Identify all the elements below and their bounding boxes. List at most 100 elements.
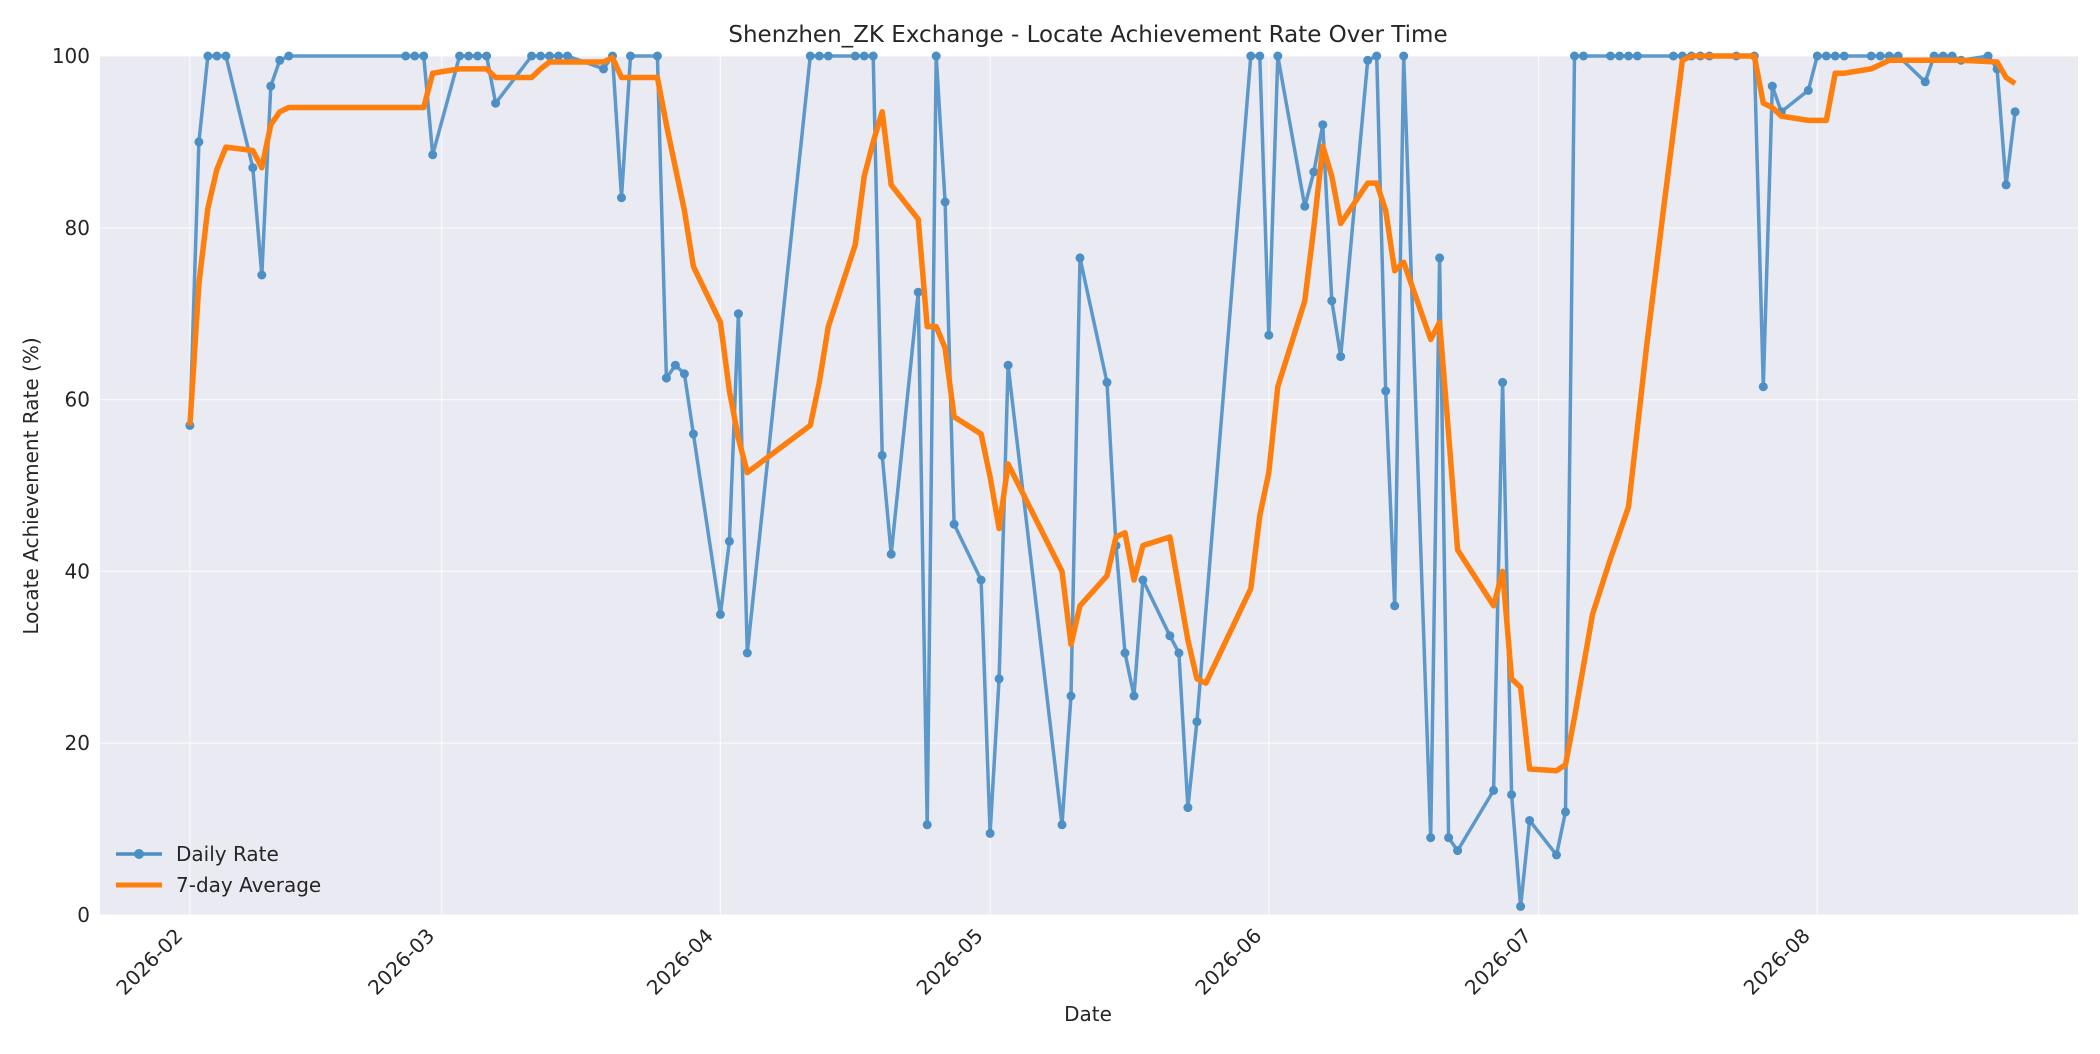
daily-rate-point: [859, 51, 869, 61]
daily-rate-point: [679, 369, 689, 379]
daily-rate-point: [1606, 51, 1615, 61]
daily-rate-point: [1552, 850, 1561, 860]
daily-rate-point: [1489, 785, 1499, 795]
daily-rate-point: [275, 55, 285, 65]
daily-rate-point: [1839, 51, 1849, 61]
daily-rate-point: [661, 373, 671, 383]
daily-rate-point: [733, 309, 743, 319]
daily-rate-point: [473, 51, 483, 61]
daily-rate-point: [805, 51, 815, 61]
daily-rate-point: [1624, 51, 1633, 61]
daily-rate-point: [410, 51, 420, 61]
daily-rate-point: [212, 51, 222, 61]
daily-rate-point: [1264, 330, 1274, 340]
daily-rate-point: [1830, 51, 1840, 61]
legend-average-label: 7-day Average: [176, 873, 321, 897]
daily-rate-point: [940, 197, 950, 207]
daily-rate-point: [1812, 51, 1822, 61]
plot-area: [100, 56, 2078, 915]
daily-rate-point: [464, 51, 474, 61]
daily-rate-point: [203, 51, 213, 61]
daily-rate-point: [877, 450, 887, 460]
daily-rate-point: [257, 270, 267, 280]
y-tick-label: 20: [65, 731, 90, 755]
daily-rate-point: [1336, 352, 1346, 362]
y-tick-label: 80: [65, 216, 90, 240]
daily-rate-point: [401, 51, 411, 61]
daily-rate-point: [1273, 51, 1283, 61]
daily-rate-point: [724, 536, 734, 546]
daily-rate-point: [886, 549, 896, 559]
daily-rate-point: [1390, 601, 1400, 611]
daily-rate-point: [1507, 790, 1517, 800]
daily-rate-point: [2001, 180, 2011, 190]
daily-rate-point: [1174, 648, 1184, 658]
daily-rate-point: [554, 51, 563, 61]
daily-rate-point: [1363, 55, 1373, 65]
daily-rate-point: [1165, 631, 1175, 641]
daily-rate-point: [715, 609, 725, 619]
y-tick-label: 60: [65, 388, 90, 412]
daily-rate-point: [266, 81, 276, 91]
daily-rate-point: [617, 193, 626, 203]
daily-rate-point: [1632, 51, 1642, 61]
daily-rate-point: [1057, 820, 1067, 830]
daily-rate-point: [2010, 107, 2020, 117]
y-tick-label: 0: [77, 903, 90, 927]
daily-rate-point: [1561, 807, 1570, 817]
daily-rate-point: [563, 51, 572, 61]
seven-day-average-line: [187, 53, 2017, 774]
daily-rate-point: [1381, 386, 1391, 396]
legend-daily-label: Daily Rate: [176, 842, 279, 866]
daily-rate-point: [1875, 51, 1885, 61]
daily-rate-point: [1372, 51, 1382, 61]
daily-rate-point: [913, 287, 923, 297]
daily-rate-point: [1129, 691, 1139, 701]
daily-rate-point: [626, 51, 635, 61]
daily-rate-point: [1866, 51, 1876, 61]
daily-rate-point: [1327, 296, 1337, 306]
daily-rate-point: [1668, 51, 1678, 61]
daily-rate-point: [248, 163, 258, 173]
daily-rate-point: [1570, 51, 1579, 61]
daily-rate-point: [1615, 51, 1624, 61]
daily-rate-point: [976, 575, 986, 585]
daily-rate-point: [1803, 85, 1813, 95]
daily-rate-point: [1983, 51, 1993, 61]
daily-rate-point: [1767, 81, 1777, 91]
daily-rate-point: [599, 64, 608, 74]
chart-title: Shenzhen_ZK Exchange - Locate Achievemen…: [728, 22, 1447, 48]
daily-rate-point: [742, 648, 752, 658]
daily-rate-point: [536, 51, 546, 61]
y-tick-label: 100: [52, 44, 90, 68]
daily-rate-point: [221, 51, 231, 61]
daily-rate-point: [1516, 901, 1526, 911]
daily-rate-point: [1183, 803, 1193, 813]
daily-rate-point: [545, 51, 554, 61]
daily-rate-point: [428, 150, 438, 160]
daily-rate-point: [455, 51, 465, 61]
daily-rate-point: [1318, 120, 1328, 130]
daily-rate-point: [688, 429, 698, 439]
y-tick-label: 40: [65, 559, 90, 583]
daily-rate-point: [419, 51, 429, 61]
daily-rate-point: [1075, 253, 1085, 263]
daily-rate-point: [1300, 201, 1310, 211]
daily-rate-point: [1309, 167, 1319, 177]
daily-rate-point: [1498, 377, 1508, 387]
daily-rate-point: [1120, 648, 1130, 658]
daily-rate-point: [194, 137, 204, 147]
daily-rate-point: [922, 820, 932, 830]
daily-rate-point: [1255, 51, 1265, 61]
daily-rate-point: [868, 51, 878, 61]
legend-daily-marker: [134, 849, 144, 859]
daily-rate-point: [1758, 382, 1768, 392]
daily-rate-point: [949, 519, 959, 529]
daily-rate-point: [1453, 846, 1463, 856]
daily-rate-point: [482, 51, 492, 61]
daily-rate-point: [1525, 816, 1535, 825]
daily-rate-point: [1920, 77, 1930, 87]
daily-rate-point: [850, 51, 860, 61]
daily-rate-point: [1426, 833, 1436, 843]
